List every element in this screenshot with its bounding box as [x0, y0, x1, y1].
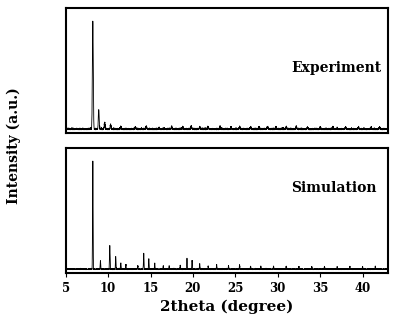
Text: Experiment: Experiment	[291, 61, 381, 75]
Text: Intensity (a.u.): Intensity (a.u.)	[7, 87, 21, 204]
X-axis label: 2theta (degree): 2theta (degree)	[160, 299, 294, 314]
Text: Simulation: Simulation	[291, 181, 377, 195]
